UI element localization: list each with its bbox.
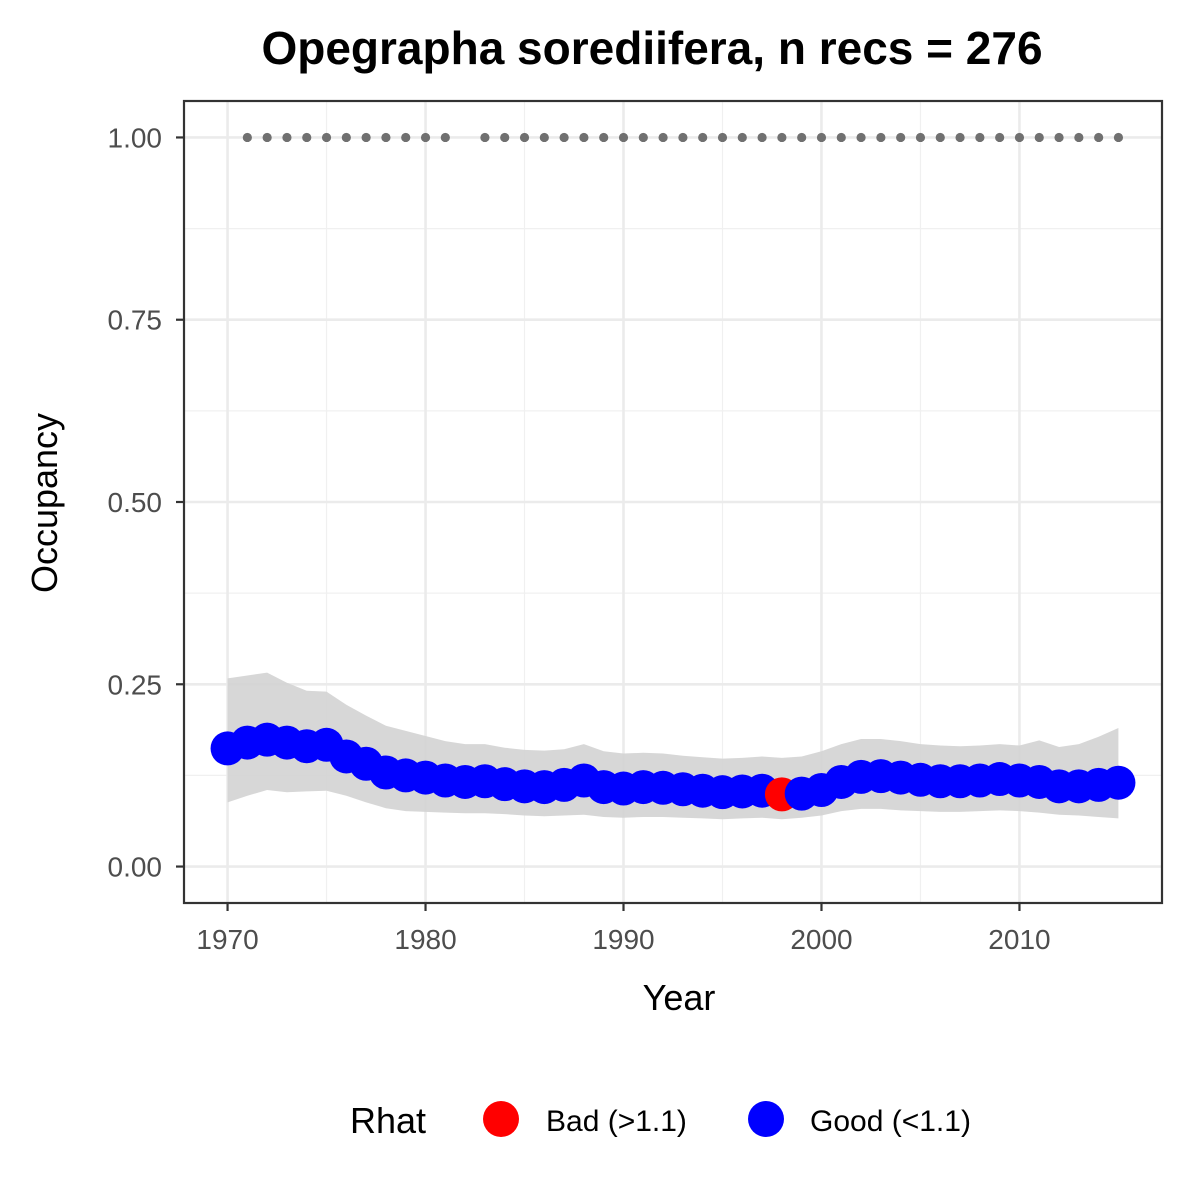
record-dot — [539, 132, 549, 143]
record-dot — [440, 132, 450, 143]
record-dot — [559, 132, 569, 143]
y-tick-label: 0.00 — [108, 852, 163, 883]
record-dot — [777, 132, 787, 143]
record-dot — [658, 132, 668, 143]
y-tick-label: 1.00 — [108, 122, 163, 153]
record-dot — [896, 132, 906, 143]
legend-key-bad — [483, 1101, 519, 1137]
record-dot — [1113, 132, 1124, 143]
x-tick-label: 1970 — [196, 924, 258, 955]
record-dot — [579, 132, 589, 143]
record-dot — [876, 132, 886, 143]
record-dot — [480, 132, 490, 143]
record-dot — [599, 132, 609, 143]
x-tick-label: 2010 — [988, 924, 1050, 955]
record-dot — [302, 132, 312, 143]
y-tick-label: 0.50 — [108, 487, 163, 518]
record-dot — [935, 132, 945, 143]
record-dot — [955, 132, 965, 143]
x-tick-label: 2000 — [790, 924, 852, 955]
record-dot — [262, 132, 272, 143]
legend-key-good — [748, 1101, 784, 1137]
record-dot — [401, 132, 411, 143]
record-dot — [856, 132, 866, 143]
chart-title: Opegrapha sorediifera, n recs = 276 — [261, 22, 1042, 74]
record-dot — [519, 132, 530, 143]
y-tick-label: 0.75 — [108, 305, 163, 336]
x-tick-label: 1980 — [394, 924, 456, 955]
record-dot — [975, 132, 985, 143]
record-dot — [1094, 132, 1104, 143]
record-dot — [341, 132, 351, 143]
record-dot — [1074, 132, 1084, 143]
plot-area: 1970 1980 1990 2000 2010 0.00 0.25 0.50 0.75 1.00 — [108, 99, 1164, 955]
record-dot — [698, 132, 708, 143]
record-dot — [717, 132, 728, 143]
record-dot — [638, 132, 648, 143]
record-dot — [836, 132, 846, 143]
record-dot — [500, 132, 510, 143]
record-dot — [1054, 132, 1064, 143]
record-dot — [995, 132, 1005, 143]
record-dot — [321, 132, 332, 143]
legend-label-bad: Bad (>1.1) — [546, 1105, 687, 1138]
record-dot — [242, 132, 252, 143]
record-dot — [420, 132, 431, 143]
record-dot — [757, 132, 767, 143]
record-dot — [1034, 132, 1044, 143]
occupancy-point-good — [1101, 765, 1136, 800]
record-dot — [915, 132, 926, 143]
record-dot — [361, 132, 371, 143]
record-dot — [618, 132, 629, 143]
record-dot — [737, 132, 747, 143]
record-dot — [678, 132, 688, 143]
legend: Rhat Bad (>1.1) Good (<1.1) — [350, 1100, 971, 1141]
y-axis-title: Occupancy — [24, 413, 65, 593]
record-dot — [381, 132, 391, 143]
y-tick-label: 0.25 — [108, 669, 163, 700]
record-dot — [816, 132, 827, 143]
x-axis-title: Year — [643, 977, 716, 1018]
record-dot — [797, 132, 807, 143]
record-dot — [1014, 132, 1025, 143]
x-tick-label: 1990 — [592, 924, 654, 955]
legend-label-good: Good (<1.1) — [810, 1105, 971, 1138]
legend-title: Rhat — [350, 1100, 426, 1141]
record-dot — [282, 132, 292, 143]
